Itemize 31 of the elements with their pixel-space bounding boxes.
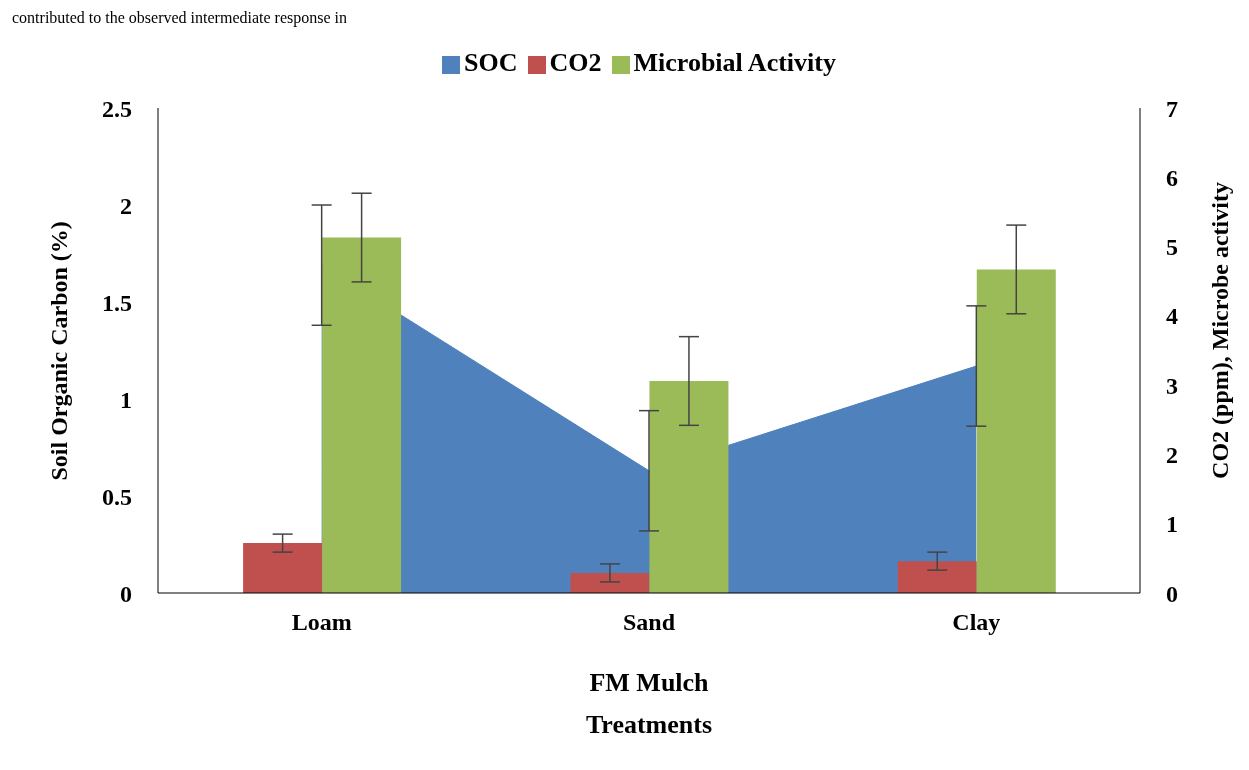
x-tick-label: Sand [622, 609, 676, 636]
bar [570, 572, 650, 593]
text: contributed to the observed intermediate response in [11, 8, 348, 28]
y-tick-label: 1 [120, 386, 132, 413]
y2-tick-label: 7 [1166, 95, 1178, 122]
bar [976, 269, 1056, 593]
y2-tick-label: 6 [1166, 164, 1178, 191]
y2-tick-label: 5 [1166, 234, 1178, 261]
x-tick-label: Loam [291, 609, 352, 636]
y2-tick-label: 4 [1166, 303, 1178, 330]
y-tick-label: 1.5 [102, 289, 132, 316]
legend-label: CO2 [549, 48, 602, 77]
y2-tick-label: 3 [1166, 372, 1178, 399]
y-tick-label: 2 [120, 192, 132, 219]
bar [243, 543, 323, 593]
y2-tick-label: 0 [1166, 580, 1178, 607]
legend-label: Microbial Activity [633, 48, 836, 77]
y-tick-label: 0 [120, 580, 132, 607]
legend-label: SOC [464, 48, 518, 77]
y-axis-title: Soil Organic Carbon (%) [45, 221, 72, 481]
y-tick-label: 0.5 [102, 483, 132, 510]
y2-axis-title: CO2 (ppm), Microbe activity [1206, 182, 1233, 479]
text: FM Mulch [588, 668, 710, 698]
x-tick-label: Clay [952, 609, 1001, 636]
bar [322, 237, 402, 593]
y2-tick-label: 1 [1166, 511, 1178, 538]
x-axis-title: Treatments [584, 710, 714, 740]
y-tick-label: 2.5 [102, 95, 132, 122]
bar [897, 561, 977, 593]
y2-tick-label: 2 [1166, 441, 1178, 468]
bar [649, 380, 729, 593]
